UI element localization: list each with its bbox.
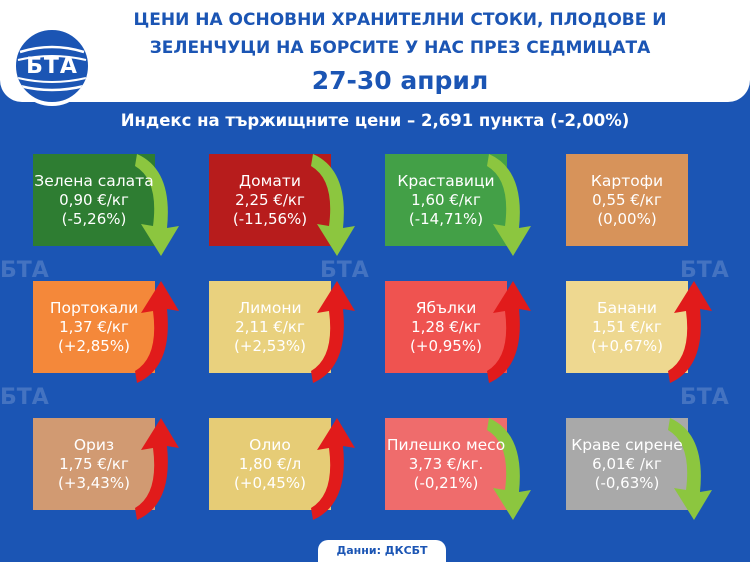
product-name: Портокали xyxy=(49,298,139,317)
product-card-tomatoes: Домати 2,25 €/кг (-11,56%) xyxy=(209,154,355,256)
trend-down-arrow-icon xyxy=(311,154,355,256)
product-price: 1,28 €/кг xyxy=(411,317,481,336)
product-change: (-11,56%) xyxy=(232,209,308,228)
product-name: Зелена салата xyxy=(34,171,154,190)
product-price: 6,01€ /кг xyxy=(592,454,662,473)
trend-up-arrow-icon xyxy=(135,281,179,383)
trend-up-arrow-icon xyxy=(311,418,355,520)
arrow-shape xyxy=(487,154,531,256)
product-name: Краве сирене xyxy=(571,435,683,454)
trend-down-arrow-icon xyxy=(668,418,712,520)
arrow-shape xyxy=(668,281,712,383)
product-change: (+3,43%) xyxy=(58,473,130,492)
arrow-shape xyxy=(311,154,355,256)
header-banner: БТА ЦЕНИ НА ОСНОВНИ ХРАНИТЕЛНИ СТОКИ, ПЛ… xyxy=(0,0,750,106)
arrow-shape xyxy=(311,281,355,383)
arrow-shape xyxy=(135,281,179,383)
arrow-shape xyxy=(135,418,179,520)
source-text: Данни: ДКСБТ xyxy=(336,544,428,557)
date-range: 27-30 април xyxy=(311,66,489,95)
watermark-logo: БТА xyxy=(680,258,729,283)
product-price: 1,80 €/л xyxy=(238,454,302,473)
watermark-logo: БТА xyxy=(680,385,729,410)
product-name: Ориз xyxy=(73,435,115,454)
arrow-shape xyxy=(135,154,179,256)
product-card-chicken: Пилешко месо 3,73 €/кг. (-0,21%) xyxy=(385,418,531,520)
product-price: 2,11 €/кг xyxy=(235,317,305,336)
title-line-2: ЗЕЛЕНЧУЦИ НА БОРСИТЕ У НАС ПРЕЗ СЕДМИЦАТ… xyxy=(149,38,651,58)
arrow-shape xyxy=(311,418,355,520)
product-price: 1,60 €/кг xyxy=(411,190,481,209)
product-name: Домати xyxy=(239,171,301,190)
product-price: 1,51 €/кг xyxy=(592,317,662,336)
product-name: Банани xyxy=(597,298,657,317)
product-name: Картофи xyxy=(590,171,664,190)
trend-up-arrow-icon xyxy=(487,281,531,383)
product-price: 0,90 €/кг xyxy=(59,190,129,209)
product-change: (+0,67%) xyxy=(591,336,663,355)
trend-down-arrow-icon xyxy=(487,418,531,520)
trend-up-arrow-icon xyxy=(311,281,355,383)
product-change: (-5,26%) xyxy=(61,209,127,228)
product-card-oranges: Портокали 1,37 €/кг (+2,85%) xyxy=(33,281,179,383)
product-change: (-0,21%) xyxy=(413,473,479,492)
product-change: (+0,95%) xyxy=(410,336,482,355)
product-price: 1,37 €/кг xyxy=(59,317,129,336)
product-change: (0,00%) xyxy=(597,209,657,228)
product-card-potatoes: Картофи 0,55 €/кг (0,00%) xyxy=(566,154,688,246)
source-footer: Данни: ДКСБТ xyxy=(318,540,446,562)
product-card-cucumbers: Краставици 1,60 €/кг (-14,71%) xyxy=(385,154,531,256)
arrow-shape xyxy=(668,418,712,520)
watermark-logo: БТА xyxy=(0,385,49,410)
market-index: Индекс на тържищните цени – 2,691 пункта… xyxy=(120,111,630,130)
product-name: Лимони xyxy=(238,298,302,317)
title-line-1: ЦЕНИ НА ОСНОВНИ ХРАНИТЕЛНИ СТОКИ, ПЛОДОВ… xyxy=(133,10,667,30)
product-name: Краставици xyxy=(397,171,495,190)
product-price: 2,25 €/кг xyxy=(235,190,305,209)
arrow-shape xyxy=(487,281,531,383)
product-card-bananas: Банани 1,51 €/кг (+0,67%) xyxy=(566,281,712,383)
watermark-logo: БТА xyxy=(320,258,369,283)
trend-down-arrow-icon xyxy=(135,154,179,256)
trend-up-arrow-icon xyxy=(135,418,179,520)
product-card-lettuce: Зелена салата 0,90 €/кг (-5,26%) xyxy=(33,154,179,256)
product-card-apples: Ябълки 1,28 €/кг (+0,95%) xyxy=(385,281,531,383)
product-change: (-14,71%) xyxy=(408,209,484,228)
product-name: Олио xyxy=(249,435,291,454)
product-price: 1,75 €/кг xyxy=(59,454,129,473)
product-card-oil: Олио 1,80 €/л (+0,45%) xyxy=(209,418,355,520)
product-name: Пилешко месо xyxy=(386,435,506,454)
product-card-cheese: Краве сирене 6,01€ /кг (-0,63%) xyxy=(566,418,712,520)
bta-logo: БТА xyxy=(12,26,92,106)
arrow-shape xyxy=(487,418,531,520)
product-change: (+2,53%) xyxy=(234,336,306,355)
product-change: (-0,63%) xyxy=(594,473,660,492)
product-card-rice: Ориз 1,75 €/кг (+3,43%) xyxy=(33,418,179,520)
product-change: (+2,85%) xyxy=(58,336,130,355)
product-price: 3,73 €/кг. xyxy=(408,454,484,473)
product-name: Ябълки xyxy=(415,298,477,317)
logo-text: БТА xyxy=(26,54,78,79)
trend-down-arrow-icon xyxy=(487,154,531,256)
product-change: (+0,45%) xyxy=(234,473,306,492)
product-price: 0,55 €/кг xyxy=(592,190,662,209)
product-card-lemons: Лимони 2,11 €/кг (+2,53%) xyxy=(209,281,355,383)
watermark-logo: БТА xyxy=(0,258,49,283)
trend-up-arrow-icon xyxy=(668,281,712,383)
